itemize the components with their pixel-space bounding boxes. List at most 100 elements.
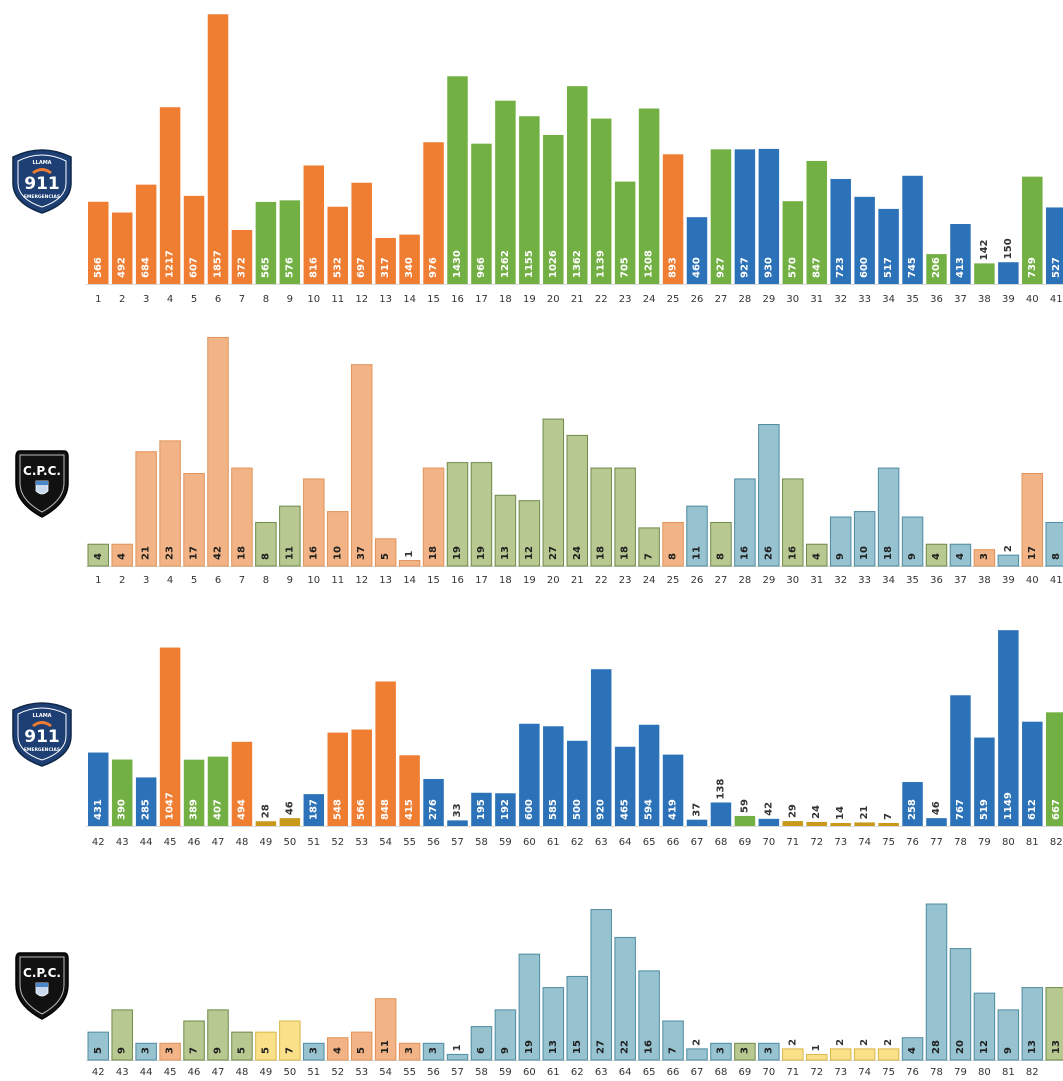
- tick-label: 62: [571, 837, 584, 848]
- tick-label: 26: [691, 575, 704, 586]
- tick-label: 74: [858, 837, 871, 848]
- chart-panel-2: 4 4 21 23 17 42 18 8 11 16 10 37 5 1 18 19 19 13 12 27 24 18 1…: [86, 336, 1063, 586]
- bar: [638, 108, 660, 285]
- data-label: 566: [93, 257, 104, 278]
- bar: [446, 1053, 469, 1061]
- bar: [998, 262, 1019, 284]
- data-label: 10: [859, 546, 870, 560]
- tick-label: 54: [379, 1067, 392, 1078]
- tick-label: 45: [164, 837, 177, 848]
- data-label: 500: [572, 799, 583, 820]
- bar: [111, 212, 133, 284]
- data-label: 28: [931, 1040, 942, 1054]
- tick-label: 51: [307, 1067, 320, 1078]
- badge-cpc-icon: C.P.C.: [15, 450, 69, 518]
- bar: [494, 1009, 517, 1061]
- bar: [495, 793, 516, 826]
- bar: [111, 543, 133, 567]
- bar: [1022, 176, 1043, 284]
- tick-label: 31: [810, 575, 823, 586]
- data-label: 413: [955, 257, 966, 278]
- data-label: 9: [500, 1047, 511, 1054]
- data-label: 9: [213, 1047, 224, 1054]
- data-label: 7: [189, 1047, 200, 1054]
- data-label: 27: [548, 546, 559, 560]
- data-label: 18: [428, 546, 439, 560]
- data-label: 5: [236, 1047, 247, 1054]
- tick-label: 20: [547, 294, 560, 305]
- data-label: 37: [692, 803, 703, 817]
- tick-label: 72: [810, 1067, 823, 1078]
- bar: [447, 76, 468, 285]
- bar: [950, 224, 971, 284]
- data-label: 3: [141, 1047, 152, 1054]
- bar: [327, 206, 348, 284]
- bar: [662, 521, 684, 567]
- tick-label: 45: [164, 1067, 177, 1078]
- data-label: 22: [620, 1040, 631, 1054]
- data-label: 16: [644, 1040, 655, 1054]
- tick-label: 59: [499, 837, 512, 848]
- data-label: 460: [692, 257, 703, 278]
- data-label: 8: [668, 553, 679, 560]
- data-label: 2: [835, 1039, 846, 1046]
- data-label: 1155: [524, 250, 535, 278]
- tick-label: 53: [355, 1067, 368, 1078]
- tick-label: 21: [571, 294, 584, 305]
- tick-label: 79: [954, 1067, 967, 1078]
- data-label: 13: [500, 546, 511, 560]
- tick-label: 60: [523, 837, 536, 848]
- tick-label: 47: [212, 837, 225, 848]
- tick-label: 36: [930, 575, 943, 586]
- bar: [710, 802, 732, 826]
- bar: [686, 505, 708, 567]
- data-label: 18: [596, 546, 607, 560]
- bar: [926, 818, 947, 826]
- bar: [87, 543, 109, 567]
- bar: [1021, 987, 1044, 1061]
- data-label: 15: [572, 1040, 583, 1054]
- bar: [1021, 472, 1044, 567]
- data-label: 13: [1051, 1040, 1062, 1054]
- data-label: 5: [260, 1047, 271, 1054]
- bar: [423, 778, 444, 826]
- bar: [997, 1009, 1020, 1061]
- bar: [925, 903, 948, 1061]
- bar: [111, 1009, 133, 1061]
- data-label: 565: [260, 257, 271, 278]
- data-label: 594: [644, 799, 655, 820]
- data-label: 5: [356, 1047, 367, 1054]
- data-label: 1430: [452, 250, 463, 278]
- data-label: 1026: [548, 250, 559, 278]
- tick-label: 66: [667, 1067, 680, 1078]
- data-label: 566: [356, 799, 367, 820]
- data-label: 576: [284, 257, 295, 278]
- data-label: 16: [308, 546, 319, 560]
- bar: [88, 752, 109, 826]
- tick-label: 41: [1050, 294, 1063, 305]
- tick-label: 65: [643, 837, 656, 848]
- tick-label: 46: [188, 837, 201, 848]
- tick-label: 11: [331, 575, 344, 586]
- tick-label: 50: [283, 837, 296, 848]
- tick-label: 53: [355, 837, 368, 848]
- tick-label: 20: [547, 575, 560, 586]
- tick-label: 81: [1002, 1067, 1015, 1078]
- tick-label: 79: [978, 837, 991, 848]
- data-label: 600: [859, 257, 870, 278]
- data-label: 966: [476, 257, 487, 278]
- tick-label: 18: [499, 575, 512, 586]
- tick-label: 42: [92, 837, 105, 848]
- bar: [255, 201, 277, 284]
- tick-label: 5: [191, 294, 197, 305]
- tick-label: 48: [236, 837, 249, 848]
- bar: [231, 467, 253, 567]
- tick-label: 52: [331, 1067, 344, 1078]
- data-label: 17: [189, 546, 200, 560]
- bar: [351, 729, 372, 826]
- bar: [878, 208, 899, 284]
- data-label: 8: [715, 553, 726, 560]
- data-label: 13: [548, 1040, 559, 1054]
- bar: [1046, 207, 1063, 284]
- bar: [878, 823, 899, 826]
